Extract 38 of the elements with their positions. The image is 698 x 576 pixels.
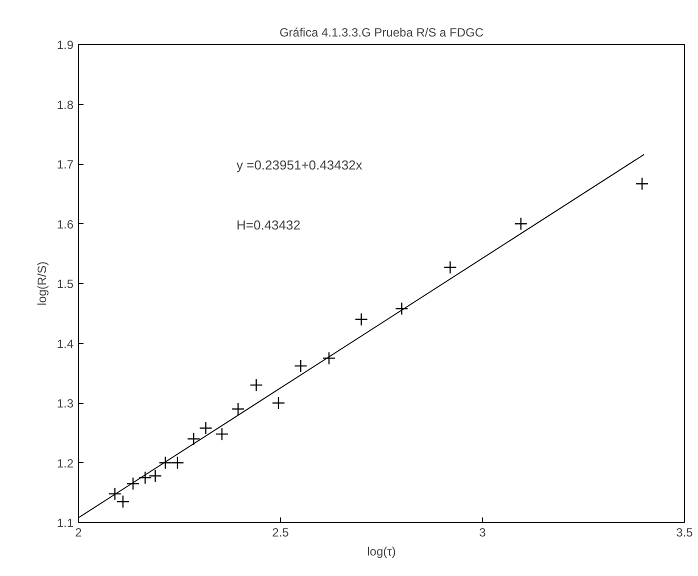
point [514,217,528,230]
point [148,469,162,482]
point [272,396,286,410]
chart-title: Gráfica 4.1.3.3.G Prueba R/S a FDGC [279,26,484,40]
y-tick-label: 1.1 [56,516,74,530]
point [322,352,336,365]
point [231,402,245,416]
y-tick-label: 1.6 [56,217,74,232]
point [126,477,140,490]
y-tick-label: 1.7 [56,158,74,172]
y-tick-label: 1.2 [56,456,74,470]
point [138,471,152,484]
point [354,312,368,326]
point [187,432,200,446]
x-axis-title: log(τ) [367,544,396,558]
point [215,427,229,441]
point [444,260,457,274]
point [116,494,130,508]
point [108,487,122,500]
annotation: H=0.43432 [236,218,300,232]
y-tick-label: 1.8 [56,98,74,112]
point [250,378,263,392]
x-tick-label: 2.5 [272,526,290,540]
x-tick-label: 3.5 [676,526,694,540]
point [395,302,408,316]
x-tick-label: 3 [479,526,486,540]
point [158,456,172,470]
point [635,177,649,190]
point [170,456,184,470]
x-tick-label: 2 [75,526,82,540]
y-tick-label: 1.9 [56,38,74,52]
y-tick-label: 1.4 [56,336,74,351]
annotation: y =0.23951+0.43432x [236,158,363,172]
point [294,359,308,373]
point [199,421,212,435]
y-axis-title: log(R/S) [34,261,49,306]
y-tick-label: 1.5 [56,277,74,291]
y-tick-label: 1.3 [56,396,74,410]
